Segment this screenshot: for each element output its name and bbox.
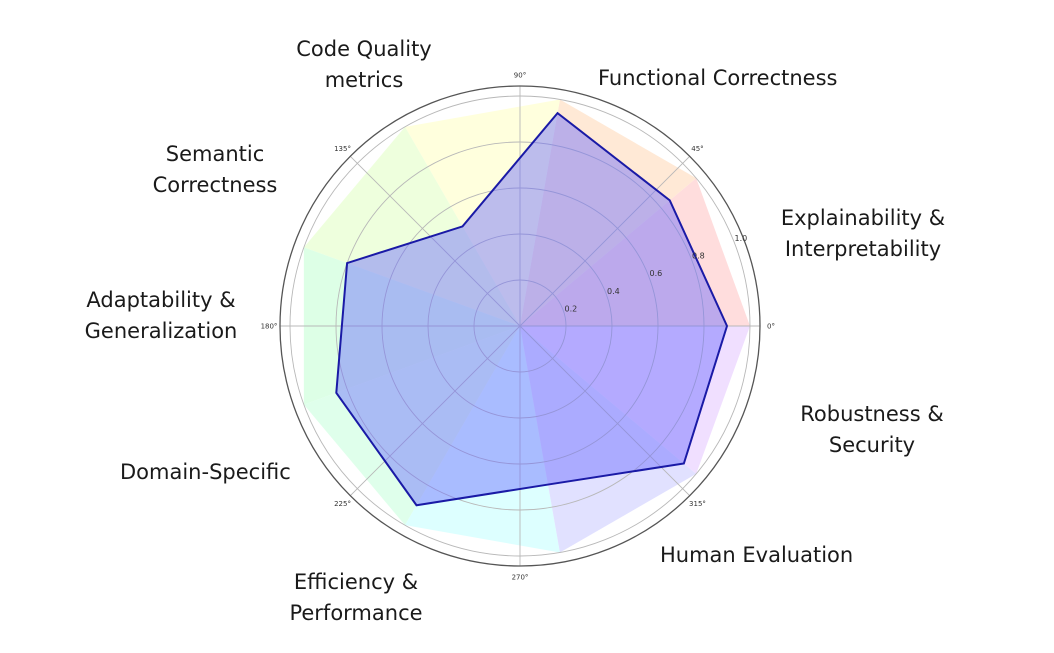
radial-tick-label: 1.0: [734, 234, 747, 243]
angular-tick-label: 135°: [334, 145, 351, 153]
radial-tick-label: 0.4: [607, 287, 620, 296]
grid-spoke: [349, 155, 521, 327]
background-wedge: [303, 326, 520, 526]
label-line: Adaptability &: [86, 288, 236, 312]
grid-spoke: [519, 155, 691, 327]
angular-tick-label: 180°: [261, 323, 278, 331]
background-wedge: [520, 178, 750, 326]
label-line: Semantic: [165, 142, 265, 166]
label-line: Explainability &: [780, 206, 946, 230]
polar-grid: [279, 85, 761, 567]
label-line: Code Quality: [296, 37, 432, 61]
background-wedge: [405, 326, 560, 553]
label-human-evaluation: Human Evaluation: [660, 540, 853, 571]
label-line: Human Evaluation: [660, 543, 854, 567]
tick-labels: 0° 45° 90° 135° 180° 225° 270° 315° 0.2 0.4 0.6 0.8…: [261, 72, 775, 582]
label-robustness: Robustness & Security: [796, 399, 948, 461]
background-wedge: [520, 326, 697, 553]
label-line: Interpretability: [784, 237, 942, 261]
label-line: Generalization: [84, 319, 238, 343]
grid-spoke: [349, 325, 521, 497]
angular-tick-label: 225°: [334, 500, 351, 508]
label-line: Efficiency &: [293, 570, 419, 594]
background-wedge: [520, 99, 697, 326]
label-line: Correctness: [152, 173, 278, 197]
label-code-quality: Code Quality metrics: [294, 34, 434, 96]
label-efficiency: Efficiency & Performance: [282, 567, 430, 629]
label-adaptability: Adaptability & Generalization: [80, 285, 242, 347]
label-explainability: Explainability & Interpretability: [778, 203, 948, 265]
label-line: Performance: [289, 601, 423, 625]
label-domain-specific: Domain-Specific: [120, 457, 291, 488]
label-semantic-correctness: Semantic Correctness: [145, 139, 285, 201]
angular-tick-label: 90°: [514, 72, 526, 80]
angular-tick-label: 315°: [689, 500, 706, 508]
radial-tick-label: 0.2: [564, 304, 577, 313]
label-line: Security: [828, 433, 916, 457]
radial-tick-label: 0.6: [649, 269, 662, 278]
radial-tick-label: 0.8: [692, 252, 705, 261]
angular-tick-label: 45°: [691, 145, 703, 153]
label-line: Robustness &: [800, 402, 944, 426]
angular-tick-label: 270°: [512, 574, 529, 582]
polar-frame: [279, 85, 761, 567]
label-line: Functional Correctness: [598, 66, 838, 90]
angular-tick-label: 0°: [767, 323, 775, 331]
label-line: Domain-Specific: [120, 460, 291, 484]
series-polygon: [335, 111, 729, 507]
label-functional-correctness: Functional Correctness: [598, 63, 837, 94]
background-wedge: [303, 126, 520, 327]
data-series: [335, 111, 729, 507]
label-line: metrics: [324, 68, 404, 92]
